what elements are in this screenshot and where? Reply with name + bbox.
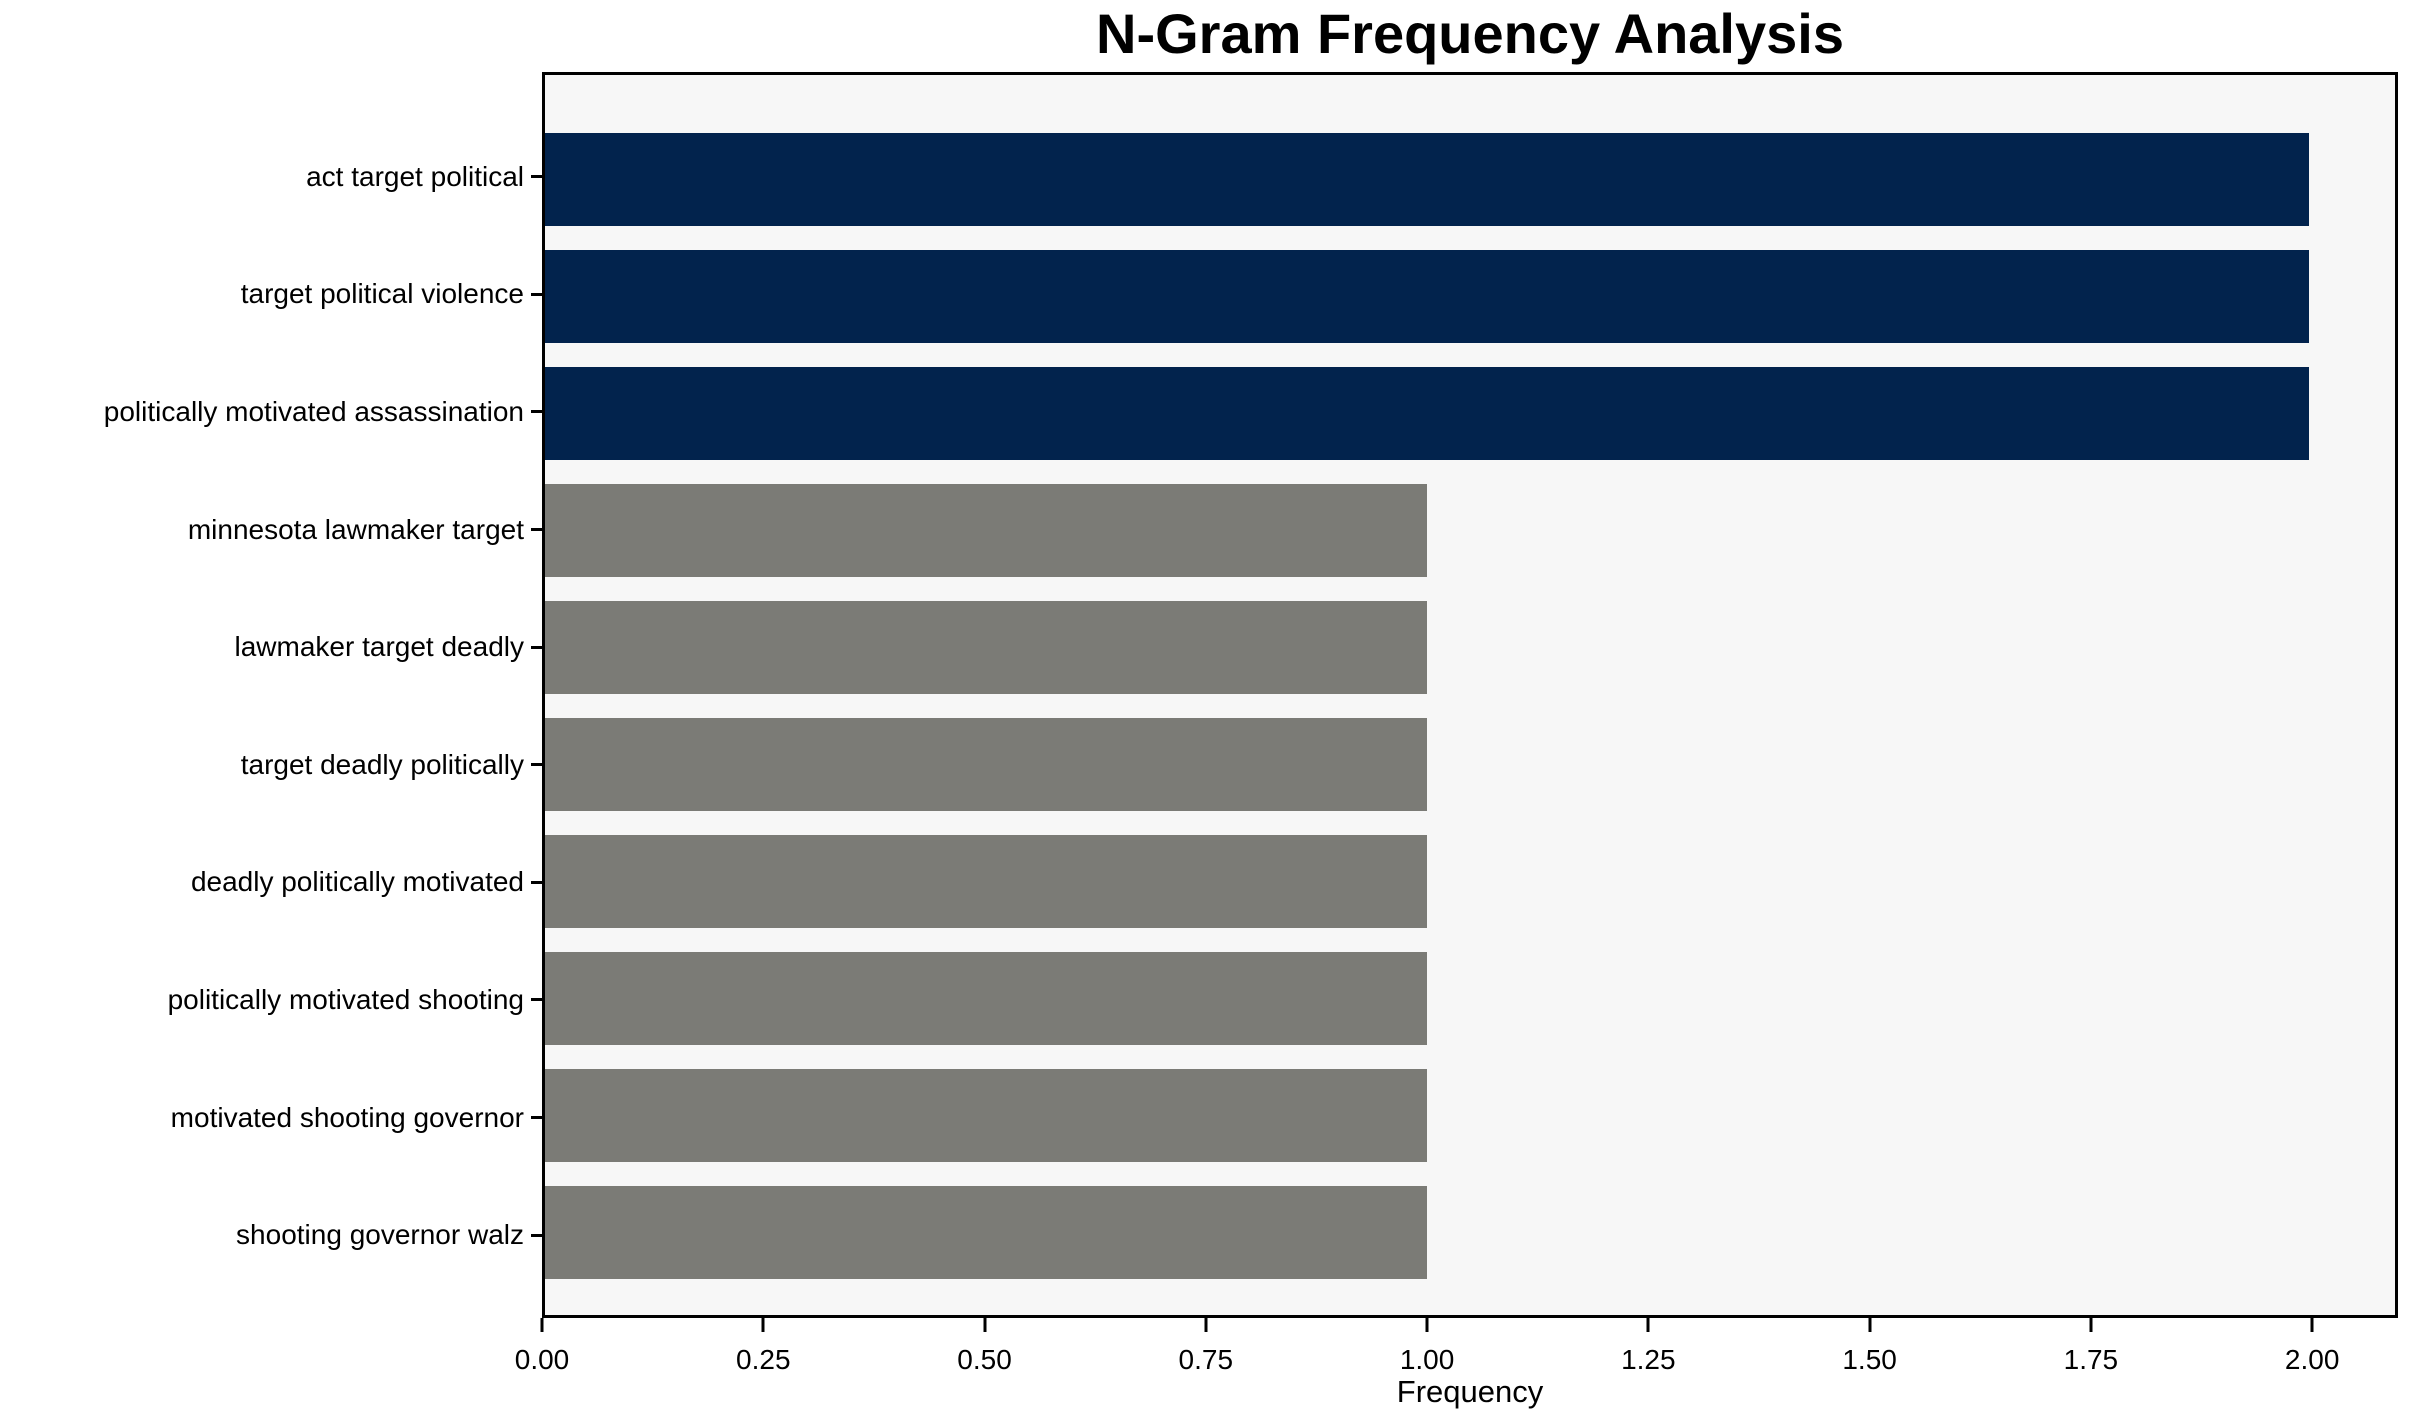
x-tick-label: 1.50 xyxy=(1842,1344,1897,1375)
y-tick-label: motivated shooting governor xyxy=(170,1101,524,1133)
x-tick-mark xyxy=(761,1318,765,1332)
y-tick-row: lawmaker target deadly xyxy=(0,588,542,706)
x-tick-label: 0.75 xyxy=(1178,1344,1234,1375)
x-tick-label: 0.25 xyxy=(736,1344,791,1375)
bar-row xyxy=(545,472,2395,589)
x-tick-mark xyxy=(1646,1318,1650,1332)
bar-row xyxy=(545,823,2395,940)
bar-row xyxy=(545,355,2395,472)
x-tick-label: 1.75 xyxy=(2063,1344,2119,1375)
y-tick-row: motivated shooting governor xyxy=(0,1059,542,1177)
bar-row xyxy=(545,1174,2395,1291)
x-tick-mark xyxy=(983,1318,987,1332)
bar xyxy=(545,249,2310,344)
y-tick-mark xyxy=(531,292,542,296)
x-tick-label: 1.25 xyxy=(1621,1344,1676,1375)
y-tick-label: target deadly politically xyxy=(240,748,524,780)
x-tick-label: 0.00 xyxy=(514,1344,570,1375)
y-axis-labels: act target political target political vio… xyxy=(0,118,542,1294)
x-tick-mark xyxy=(540,1318,544,1332)
x-tick-mark xyxy=(1425,1318,1429,1332)
y-tick-label: politically motivated shooting xyxy=(167,983,524,1015)
x-tick-label: 2.00 xyxy=(2284,1344,2340,1375)
bar xyxy=(545,717,1428,812)
x-tick-label: 0.50 xyxy=(957,1344,1012,1375)
y-tick-mark xyxy=(531,763,542,767)
y-tick-row: target deadly politically xyxy=(0,706,542,824)
bar-row xyxy=(545,589,2395,706)
bar xyxy=(545,951,1428,1046)
plot-area xyxy=(542,72,2398,1318)
bar xyxy=(545,834,1428,929)
y-tick-row: deadly politically motivated xyxy=(0,824,542,942)
x-axis: 0.00 0.25 0.50 0.75 1.00 1.25 1.50 1.75 2.00 xyxy=(515,1318,2398,1414)
y-tick-label: politically motivated assassination xyxy=(103,395,524,427)
y-tick-mark xyxy=(531,1116,542,1120)
y-tick-label: shooting governor walz xyxy=(236,1219,524,1251)
y-tick-row: minnesota lawmaker target xyxy=(0,471,542,589)
bar-row xyxy=(545,1057,2395,1174)
bar xyxy=(545,483,1428,578)
y-tick-mark xyxy=(531,645,542,649)
x-tick-mark xyxy=(2310,1318,2314,1332)
bars-area xyxy=(545,121,2395,1291)
y-tick-label: lawmaker target deadly xyxy=(234,631,524,663)
bar-row xyxy=(545,121,2395,238)
chart-title: N-Gram Frequency Analysis xyxy=(1096,2,1844,65)
x-axis-title: Frequency xyxy=(1396,1374,1544,1409)
y-tick-row: shooting governor walz xyxy=(0,1176,542,1294)
x-tick-mark xyxy=(1868,1318,1872,1332)
y-tick-row: politically motivated shooting xyxy=(0,941,542,1059)
bar xyxy=(545,1068,1428,1163)
y-tick-label: target political violence xyxy=(240,278,524,310)
y-tick-mark xyxy=(531,1233,542,1237)
x-tick-label: 1.00 xyxy=(1399,1344,1455,1375)
x-tick-mark xyxy=(2089,1318,2093,1332)
bar-row xyxy=(545,706,2395,823)
y-tick-mark xyxy=(531,998,542,1002)
bar xyxy=(545,600,1428,695)
bar xyxy=(545,1185,1428,1280)
y-tick-label: deadly politically motivated xyxy=(190,866,524,898)
y-tick-label: act target political xyxy=(306,160,524,192)
x-tick-mark xyxy=(1204,1318,1208,1332)
y-tick-row: act target political xyxy=(0,118,542,236)
bar xyxy=(545,366,2310,461)
y-tick-mark xyxy=(531,528,542,532)
bar-row xyxy=(545,238,2395,355)
bar xyxy=(545,132,2310,227)
y-tick-mark xyxy=(531,175,542,179)
y-tick-label: minnesota lawmaker target xyxy=(187,513,524,545)
y-tick-row: politically motivated assassination xyxy=(0,353,542,471)
y-tick-mark xyxy=(531,880,542,884)
y-tick-mark xyxy=(531,410,542,414)
bar-row xyxy=(545,940,2395,1057)
y-tick-row: target political violence xyxy=(0,236,542,354)
